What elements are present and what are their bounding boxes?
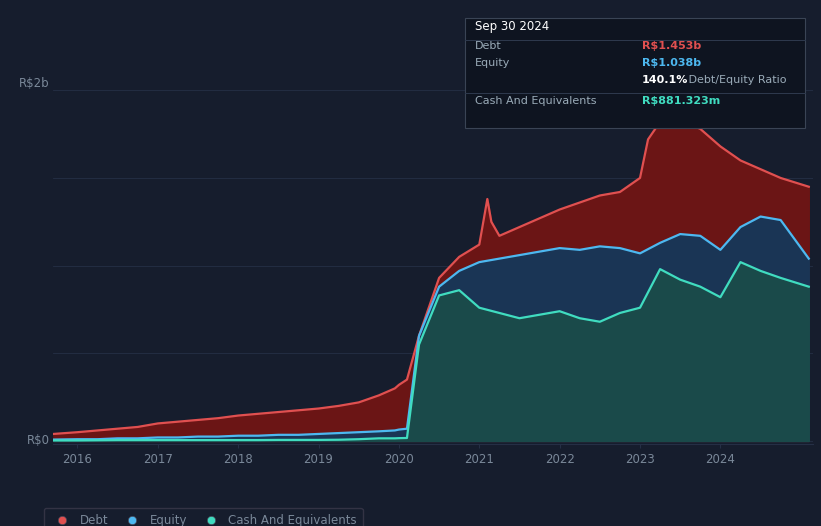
- Text: Sep 30 2024: Sep 30 2024: [475, 20, 549, 33]
- Text: Equity: Equity: [475, 58, 511, 68]
- Text: R$1.038b: R$1.038b: [642, 58, 701, 68]
- Text: Debt/Equity Ratio: Debt/Equity Ratio: [686, 75, 787, 85]
- Text: 140.1%: 140.1%: [642, 75, 688, 85]
- Text: R$1.453b: R$1.453b: [642, 41, 701, 51]
- Text: R$881.323m: R$881.323m: [642, 96, 720, 106]
- Text: Cash And Equivalents: Cash And Equivalents: [475, 96, 597, 106]
- Text: Debt: Debt: [475, 41, 502, 51]
- Legend: Debt, Equity, Cash And Equivalents: Debt, Equity, Cash And Equivalents: [44, 508, 363, 526]
- Text: R$0: R$0: [26, 434, 49, 448]
- Text: R$2b: R$2b: [19, 77, 49, 90]
